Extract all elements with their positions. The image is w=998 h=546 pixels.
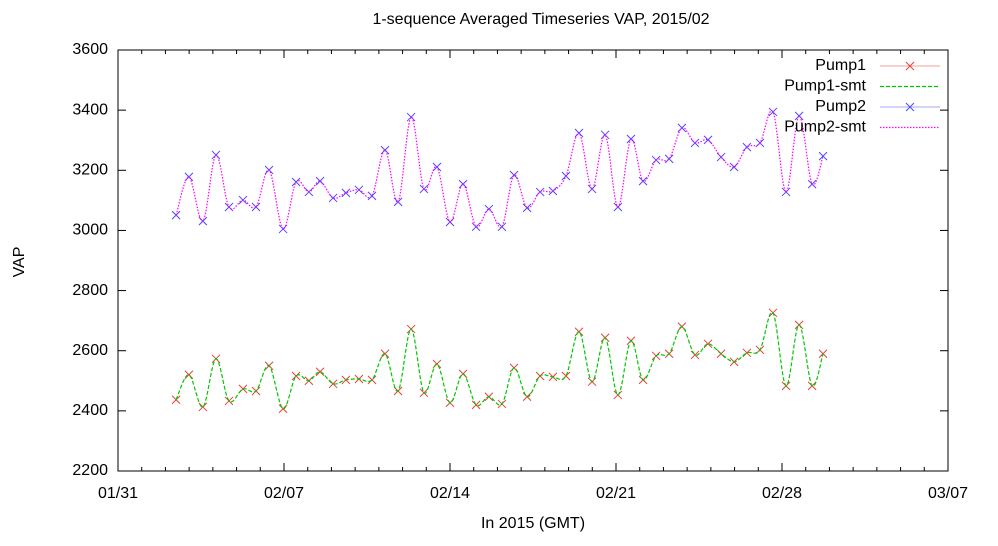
point-marker xyxy=(651,155,661,165)
x-tick-label: 03/07 xyxy=(928,485,968,502)
point-marker xyxy=(367,191,377,201)
point-marker xyxy=(251,202,261,212)
x-tick-label: 02/28 xyxy=(762,485,802,502)
x-tick-label: 02/07 xyxy=(264,485,304,502)
point-marker xyxy=(341,188,351,198)
plot-frame xyxy=(117,49,949,472)
point-marker xyxy=(677,123,687,133)
x-tick-label: 02/14 xyxy=(430,485,470,502)
x-axis-label: In 2015 (GMT) xyxy=(481,515,585,532)
y-tick-label: 2200 xyxy=(72,462,108,479)
chart-title: 1-sequence Averaged Timeseries VAP, 2015… xyxy=(372,11,709,28)
x-tick-label: 02/21 xyxy=(596,485,636,502)
point-marker xyxy=(406,324,416,334)
point-marker xyxy=(497,222,507,232)
legend-label: Pump1 xyxy=(815,57,866,74)
point-marker xyxy=(613,202,623,212)
point-marker xyxy=(315,176,325,186)
legend-label: Pump1-smt xyxy=(784,78,866,95)
point-marker xyxy=(755,138,765,148)
legend-label: Pump2 xyxy=(815,98,866,115)
point-marker xyxy=(768,308,778,318)
point-marker xyxy=(818,151,828,161)
point-marker xyxy=(278,224,288,234)
point-marker xyxy=(561,171,571,181)
point-marker xyxy=(471,222,481,232)
point-marker xyxy=(171,395,181,405)
y-tick-label: 3600 xyxy=(72,41,108,58)
point-marker xyxy=(291,371,301,381)
legend-label: Pump2-smt xyxy=(784,119,866,136)
y-tick-label: 2800 xyxy=(72,282,108,299)
y-tick-label: 3200 xyxy=(72,162,108,179)
y-axis-label: VAP xyxy=(11,247,28,278)
point-marker xyxy=(328,193,338,203)
point-marker xyxy=(315,367,325,377)
point-marker xyxy=(818,349,828,359)
y-tick-label: 3400 xyxy=(72,101,108,118)
point-marker xyxy=(729,357,739,367)
point-marker xyxy=(905,102,915,112)
point-marker xyxy=(497,399,507,409)
point-marker xyxy=(613,390,623,400)
series-line xyxy=(175,311,824,410)
y-tick-label: 2400 xyxy=(72,402,108,419)
point-marker xyxy=(651,351,661,361)
point-marker xyxy=(328,379,338,389)
point-marker xyxy=(419,388,429,398)
point-marker xyxy=(794,320,804,330)
point-marker xyxy=(406,112,416,122)
x-tick-label: 01/31 xyxy=(98,485,138,502)
series-line xyxy=(175,110,824,230)
point-marker xyxy=(905,61,915,71)
y-tick-label: 3000 xyxy=(72,222,108,239)
y-tick-label: 2600 xyxy=(72,342,108,359)
